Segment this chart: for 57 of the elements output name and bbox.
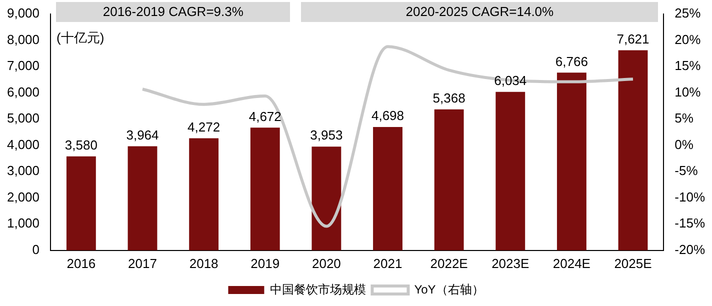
data-label: 3,953 — [310, 128, 343, 143]
x-tick-label: 2020 — [312, 256, 341, 271]
bar — [66, 156, 96, 250]
bar — [618, 50, 648, 250]
y2-tick-label: 20% — [674, 32, 702, 47]
bar — [434, 109, 464, 250]
y2-tick-label: 10% — [674, 84, 702, 100]
y2-tick-label: 15% — [674, 58, 702, 74]
y-tick-label: 7,000 — [6, 58, 40, 74]
data-label: 6,766 — [555, 54, 588, 69]
x-tick-label: 2023E — [492, 256, 530, 271]
y2-tick-label: -10% — [674, 189, 706, 204]
bar — [556, 72, 586, 250]
data-label: 5,368 — [432, 90, 466, 106]
data-label: 4,672 — [248, 108, 282, 124]
data-label: 6,034 — [494, 72, 527, 88]
data-label: 4,272 — [188, 119, 220, 134]
x-tick-label: 2021 — [373, 256, 402, 271]
x-tick-label: 2018 — [189, 256, 218, 271]
bar — [128, 146, 158, 250]
bar — [496, 92, 526, 250]
x-tick-label: 2016 — [66, 256, 96, 271]
y-tick-label: 1,000 — [6, 216, 40, 231]
bar — [250, 128, 280, 250]
y-tick-label: 6,000 — [6, 84, 40, 100]
y-tick-label: 2,000 — [6, 189, 40, 204]
data-label: 7,621 — [616, 31, 650, 46]
y2-tick-label: 0% — [674, 136, 694, 152]
y-tick-label: 0 — [32, 242, 40, 257]
x-tick-label: 2024E — [552, 256, 591, 271]
legend-label: YoY（右轴） — [414, 282, 484, 296]
y-tick-label: 4,000 — [6, 136, 40, 152]
annotation: 2016-2019 CAGR=9.3% — [102, 4, 244, 19]
data-label: 3,580 — [64, 137, 98, 152]
bar — [312, 146, 342, 250]
x-tick-label: 2019 — [250, 256, 280, 271]
y-tick-label: 3,000 — [6, 163, 40, 178]
caption-box: 2016-2019 CAGR=9.3% — [56, 2, 290, 22]
bar — [373, 127, 402, 250]
y2-tick-label: 5% — [674, 110, 694, 126]
y2-tick-label: -15% — [674, 216, 706, 231]
y2-tick-label: -20% — [674, 242, 706, 257]
y-axis-title: (十亿元) — [56, 30, 104, 46]
caption-box: 2020-2025 CAGR=14.0% — [301, 2, 658, 22]
y-tick-label: 9,000 — [6, 6, 40, 21]
y2-tick-label: -5% — [674, 163, 698, 178]
legend-label: 中国餐饮市场规模 — [270, 282, 366, 296]
bar — [189, 138, 219, 250]
y-tick-label: 5,000 — [6, 110, 40, 126]
data-label: 4,698 — [371, 108, 404, 124]
y-tick-label: 8,000 — [6, 32, 40, 47]
x-tick-label: 2025E — [614, 256, 652, 271]
y2-tick-label: 25% — [674, 6, 702, 21]
annotation: 2020-2025 CAGR=14.0% — [406, 4, 554, 19]
x-tick-label: 2017 — [128, 256, 157, 271]
data-label: 3,964 — [126, 127, 159, 142]
x-tick-label: 2022E — [430, 256, 468, 271]
